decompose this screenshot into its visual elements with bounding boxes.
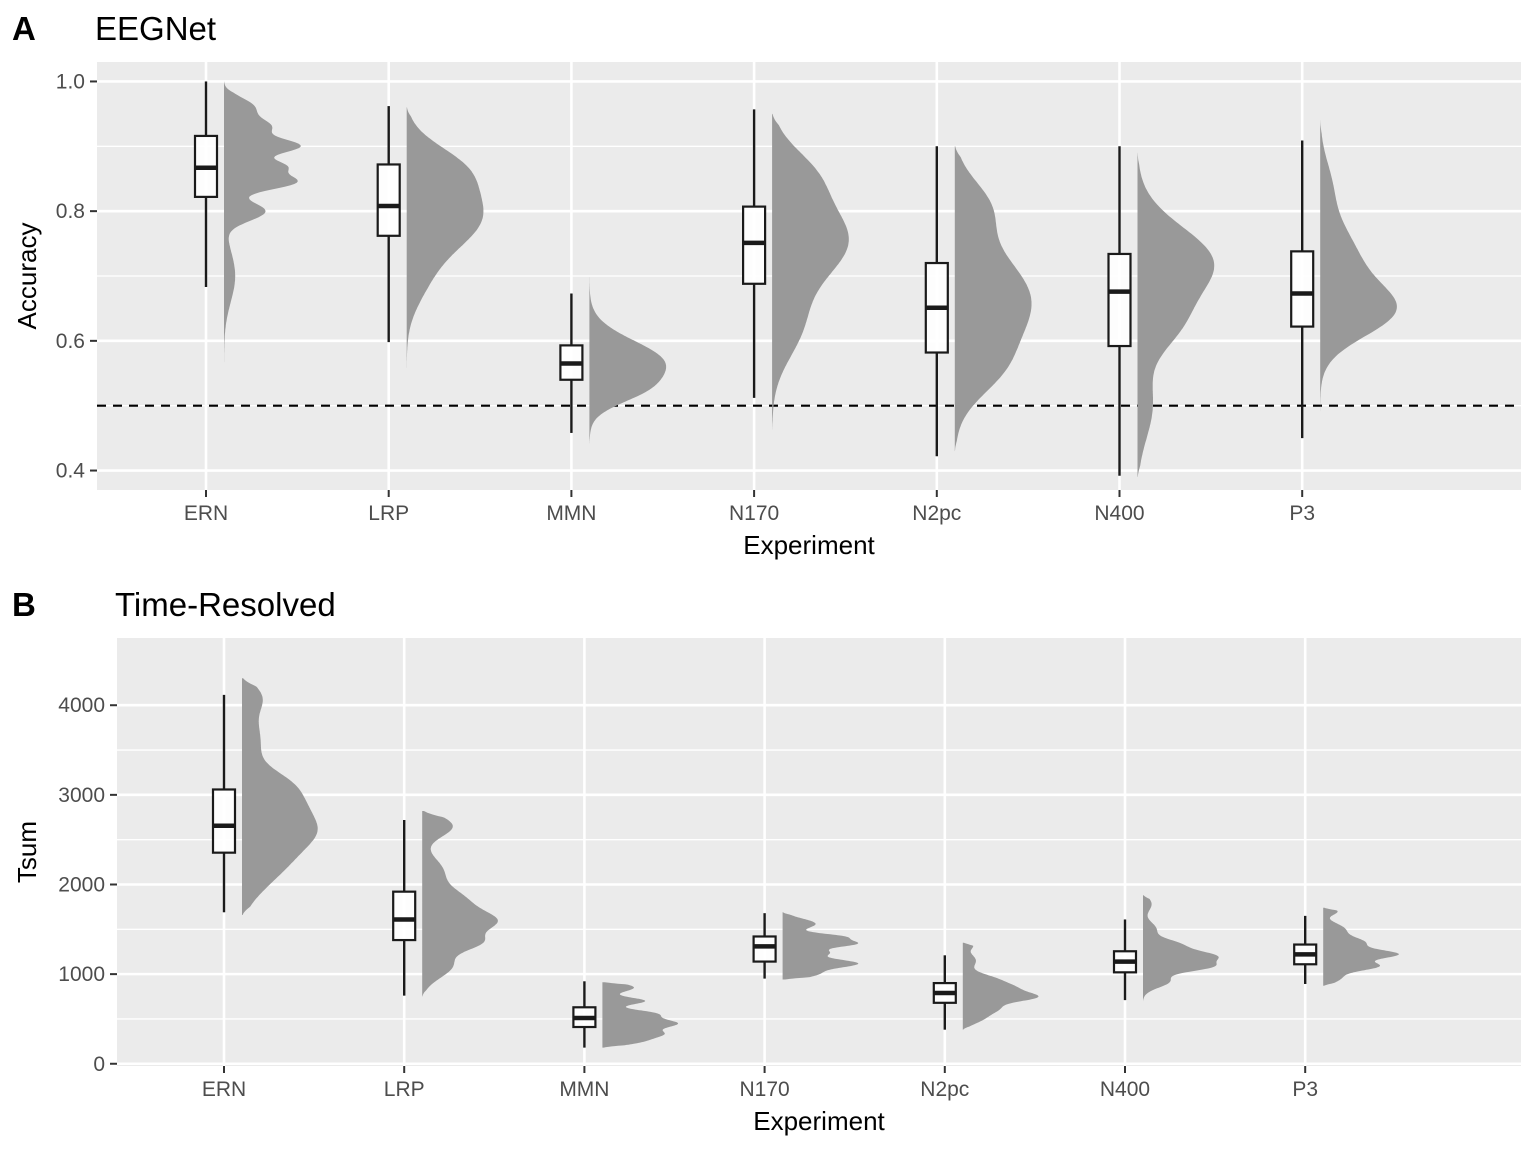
box-iqr — [752, 935, 777, 963]
y-tick-label: 4000 — [58, 694, 105, 717]
y-tick-label: 0.4 — [56, 460, 86, 483]
box-iqr — [1290, 250, 1315, 328]
panel-b-densities — [242, 678, 1399, 1048]
box-iqr — [392, 890, 417, 942]
x-tick-label-n2pc: N2pc — [912, 502, 961, 525]
density-lrp — [422, 811, 498, 997]
x-tick-label-mmn: MMN — [546, 502, 596, 525]
panel-b: B Time-Resolved 0 1000 2000 3000 4000 ERN LRP… — [12, 586, 1521, 1136]
box-iqr — [1107, 252, 1132, 348]
panel-b-boxplots — [211, 694, 1318, 1048]
panel-a-title: EEGNet — [95, 10, 216, 47]
density-ern — [242, 678, 318, 915]
panel-b-x-axis-title: Experiment — [753, 1106, 885, 1136]
box-iqr — [741, 205, 767, 285]
density-n2pc — [954, 146, 1032, 452]
x-tick-label-n170: N170 — [739, 1078, 789, 1101]
x-tick-label-p3: P3 — [1292, 1078, 1318, 1101]
x-tick-label-n400: N400 — [1100, 1078, 1150, 1101]
y-tick-label: 0.8 — [56, 200, 85, 223]
panel-a-letter: A — [12, 10, 36, 47]
density-n2pc — [962, 942, 1039, 1030]
boxplot-n170 — [752, 913, 777, 979]
x-tick-label-ern: ERN — [184, 502, 228, 525]
x-tick-label-n170: N170 — [729, 502, 779, 525]
density-n170 — [782, 912, 859, 980]
panel-b-gridlines — [117, 638, 1521, 1066]
x-tick-label-mmn: MMN — [559, 1078, 609, 1101]
density-mmn — [589, 269, 667, 445]
x-tick-label-lrp: LRP — [384, 1078, 425, 1101]
boxplot-p3 — [1293, 915, 1318, 984]
panel-b-letter: B — [12, 586, 36, 623]
panel-a: A EEGNet 0.4 0.6 0.8 1.0 ERN LRP MMN N170 N2pc N… — [12, 10, 1521, 560]
boxplot-n2pc — [924, 146, 949, 457]
boxplot-ern — [193, 81, 219, 288]
y-tick-label: 0.6 — [56, 330, 85, 353]
density-mmn — [602, 982, 679, 1048]
y-tick-label: 1.0 — [56, 70, 85, 93]
x-tick-label-lrp: LRP — [368, 502, 409, 525]
boxplot-ern — [211, 694, 237, 913]
box-iqr — [376, 163, 401, 237]
y-tick-label: 2000 — [58, 873, 105, 896]
x-tick-label-ern: ERN — [202, 1078, 246, 1101]
x-tick-label-n400: N400 — [1094, 502, 1144, 525]
boxplot-lrp — [392, 819, 417, 996]
boxplot-p3 — [1290, 140, 1315, 439]
density-n400 — [1143, 895, 1219, 1002]
panel-a-boxplots — [193, 81, 1315, 476]
panel-a-y-axis-title: Accuracy — [12, 223, 42, 330]
density-p3 — [1320, 120, 1397, 471]
boxplot-n400 — [1112, 919, 1138, 1001]
panel-b-title: Time-Resolved — [115, 586, 336, 623]
density-n400 — [1137, 152, 1215, 478]
density-p3 — [1323, 907, 1399, 986]
density-n170 — [772, 113, 849, 432]
panel-a-densities — [224, 81, 1397, 478]
panel-b-plot-background — [117, 638, 1521, 1066]
box-iqr — [211, 788, 237, 854]
x-tick-label-p3: P3 — [1289, 502, 1315, 525]
boxplot-n170 — [741, 109, 767, 398]
panel-b-x-ticks: ERN LRP MMN N170 N2pc N400 P3 — [202, 1066, 1318, 1101]
y-tick-label: 0 — [93, 1053, 105, 1076]
y-tick-label: 3000 — [58, 784, 105, 807]
panel-a-y-ticks: 0.4 0.6 0.8 1.0 — [56, 70, 97, 483]
y-tick-label: 1000 — [58, 963, 105, 986]
density-lrp — [406, 107, 484, 374]
boxplot-mmn — [559, 293, 584, 433]
panel-a-x-ticks: ERN LRP MMN N170 N2pc N400 P3 — [184, 490, 1315, 525]
x-tick-label-n2pc: N2pc — [920, 1078, 969, 1101]
boxplot-n2pc — [932, 955, 957, 1030]
boxplot-n400 — [1107, 146, 1132, 476]
boxplot-mmn — [572, 981, 597, 1048]
density-ern — [224, 81, 301, 387]
boxplot-lrp — [376, 106, 401, 343]
panel-b-y-ticks: 0 1000 2000 3000 4000 — [58, 694, 117, 1076]
panel-a-x-axis-title: Experiment — [743, 530, 875, 560]
panel-b-y-axis-title: Tsum — [12, 821, 42, 883]
